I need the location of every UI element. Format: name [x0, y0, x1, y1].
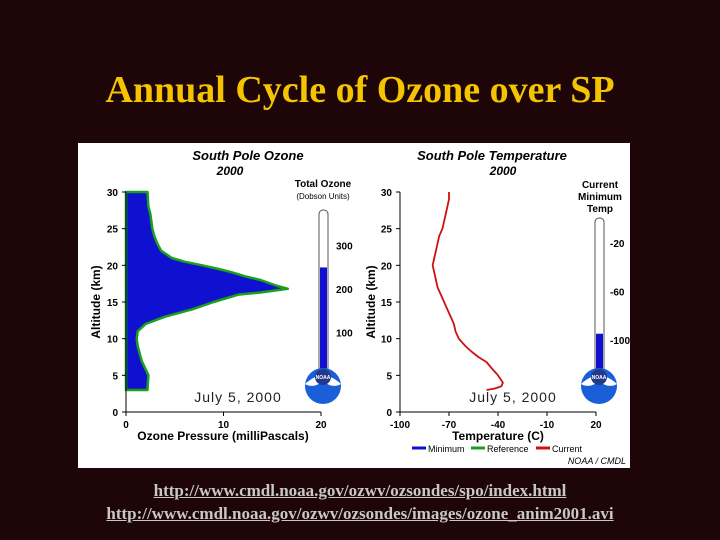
ozone-y-tick-label: 30	[107, 188, 119, 199]
temperature-y-tick-label: 25	[381, 225, 393, 236]
noaa-logo-text: NOAA	[316, 375, 331, 381]
temperature-x-tick-labels: -100 -70 -40 -10 20	[390, 420, 602, 431]
legend-minimum-label: Minimum	[428, 444, 465, 454]
temperature-gauge-tick-labels: -20 -60 -100	[610, 239, 630, 347]
temperature-x-label: Temperature (C)	[452, 429, 544, 443]
link-spo-index[interactable]: http://www.cmdl.noaa.gov/ozwv/ozsondes/s…	[153, 481, 567, 500]
temperature-gauge-label-line-1: Current	[582, 180, 619, 191]
ozone-chart: South Pole Ozone 2000 0 5 10 15 20 25 30 0 10 20…	[89, 148, 353, 443]
temperature-date-label: July 5, 2000	[469, 389, 557, 405]
ozone-y-label: Altitude (km)	[89, 265, 103, 338]
ozone-gauge-tick-label: 100	[336, 329, 353, 340]
ozone-y-tick-label: 15	[107, 298, 119, 309]
ozone-gauge-label: Total Ozone	[295, 179, 352, 190]
noaa-logo-bird	[591, 369, 607, 385]
temperature-gauge-tick-label: -60	[610, 287, 625, 298]
temperature-y-tick-label: 30	[381, 188, 393, 199]
ozone-y-tick-label: 0	[112, 408, 118, 419]
ozone-y-tick-labels: 0 5 10 15 20 25 30	[107, 188, 119, 419]
ozone-gauge-sublabel: (Dobson Units)	[296, 192, 350, 201]
temperature-y-tick-label: 5	[386, 371, 392, 382]
legend-reference-label: Reference	[487, 444, 529, 454]
ozone-profile-area	[124, 190, 290, 392]
ozone-chart-title: South Pole Ozone	[192, 148, 303, 163]
ozone-gauge-tick-label: 200	[336, 285, 353, 296]
temperature-x-tick-label: -40	[491, 420, 506, 431]
temperature-y-tick-labels: 0 5 10 15 20 25 30	[381, 188, 393, 419]
ozone-temperature-figure: South Pole Ozone 2000 0 5 10 15 20 25 30 0 10 20…	[78, 143, 630, 468]
temperature-y-tick-label: 15	[381, 298, 393, 309]
temperature-y-tick-label: 0	[386, 408, 392, 419]
legend-current-label: Current	[552, 444, 583, 454]
ozone-gauge-tick-label: 300	[336, 242, 353, 253]
noaa-logo-right: NOAA	[581, 368, 617, 404]
ozone-y-tick-label: 5	[112, 371, 118, 382]
ozone-x-label: Ozone Pressure (milliPascals)	[137, 429, 308, 443]
ozone-y-tick-label: 25	[107, 225, 119, 236]
temperature-chart-subtitle: 2000	[489, 164, 517, 178]
noaa-logo-bird	[315, 369, 331, 385]
noaa-logo-text: NOAA	[592, 375, 607, 381]
temperature-x-tick-label: 20	[590, 420, 602, 431]
temperature-gauge-label-line-3: Temp	[587, 204, 613, 215]
temperature-gauge-fill	[596, 333, 603, 376]
ozone-y-tick-label: 10	[107, 335, 119, 346]
reference-links: http://www.cmdl.noaa.gov/ozwv/ozsondes/s…	[0, 479, 720, 525]
temperature-x-tick-label: -100	[390, 420, 410, 431]
link-ozone-animation[interactable]: http://www.cmdl.noaa.gov/ozwv/ozsondes/i…	[106, 504, 614, 523]
temperature-axis-ticks	[396, 191, 597, 416]
noaa-logo-circle	[581, 368, 617, 404]
temperature-gauge-tick-label: -20	[610, 239, 625, 250]
temperature-chart-title: South Pole Temperature	[417, 148, 567, 163]
ozone-gauge-fill	[320, 267, 327, 376]
ozone-x-tick-label: 10	[218, 420, 230, 431]
ozone-x-tick-label: 20	[315, 420, 327, 431]
temperature-y-tick-label: 10	[381, 335, 393, 346]
temperature-legend: Minimum Reference Current	[412, 444, 583, 454]
noaa-logo-left: NOAA	[305, 368, 341, 404]
temperature-current-line	[431, 192, 504, 391]
noaa-logo-circle	[305, 368, 341, 404]
temperature-x-tick-label: -10	[540, 420, 555, 431]
ozone-y-tick-label: 20	[107, 261, 119, 272]
temperature-gauge-tick-label: -100	[610, 336, 630, 347]
ozone-gauge-tick-labels: 100 200 300	[336, 242, 353, 340]
temperature-gauge-label-line-2: Minimum	[578, 192, 622, 203]
slide-title: Annual Cycle of Ozone over SP	[105, 69, 615, 111]
temperature-chart: South Pole Temperature 2000 0 5 10 15 20 25 30…	[364, 148, 630, 466]
ozone-chart-subtitle: 2000	[216, 164, 244, 178]
figure-credit: NOAA / CMDL	[568, 456, 626, 466]
temperature-x-tick-label: -70	[442, 420, 457, 431]
ozone-axis-ticks	[122, 191, 322, 416]
temperature-y-tick-label: 20	[381, 261, 393, 272]
temperature-y-label: Altitude (km)	[364, 265, 378, 338]
ozone-x-tick-label: 0	[123, 420, 129, 431]
ozone-date-label: July 5, 2000	[194, 389, 282, 405]
ozone-x-tick-labels: 0 10 20	[123, 420, 327, 431]
